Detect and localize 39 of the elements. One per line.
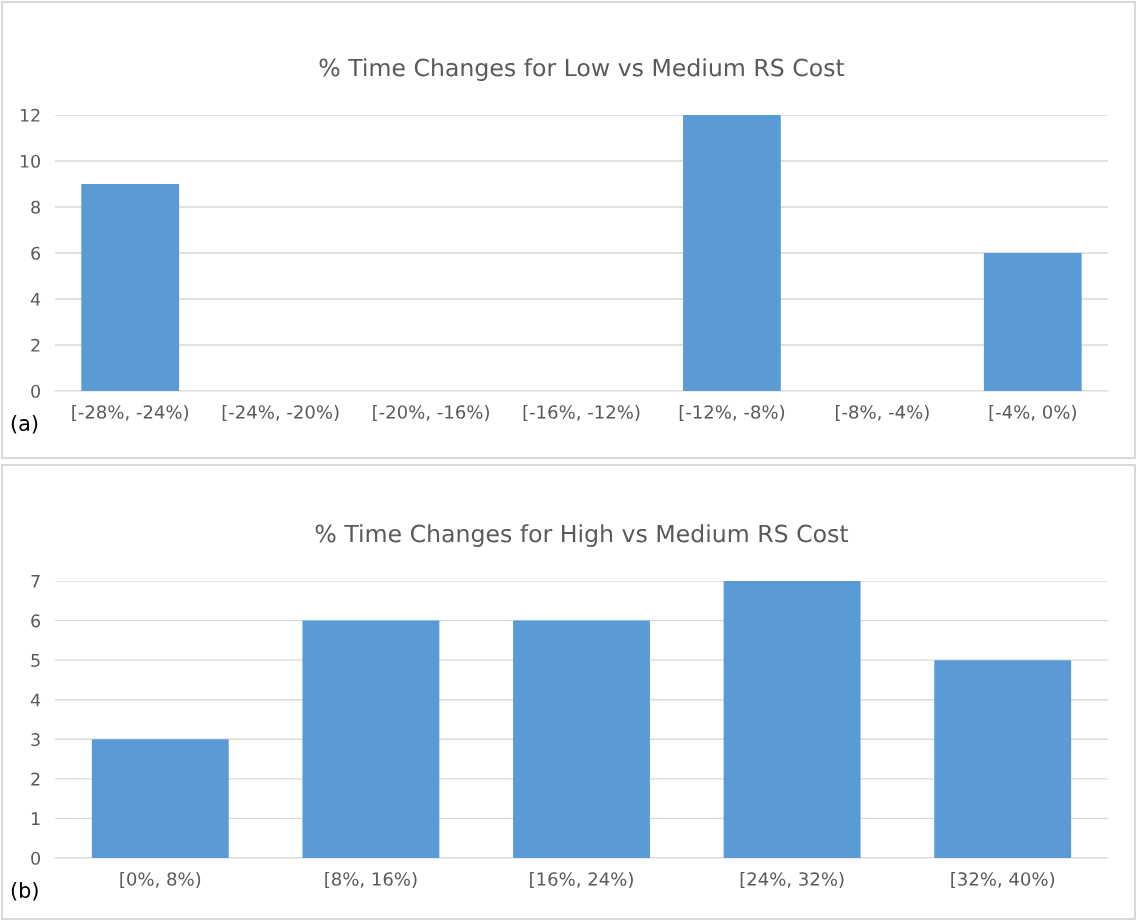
x-tick-label: [-28%, -24%) [72,404,189,421]
bar [983,253,1082,391]
y-tick-label: 7 [31,574,40,588]
y-tick-label: 12 [20,108,40,122]
y-tick-label: 0 [31,384,40,398]
x-tick-label: [0%, 8%) [120,871,201,888]
bar [513,620,650,858]
bar [934,660,1072,858]
x-tick-label: [-8%, -4%) [835,404,929,421]
y-tick-label: 2 [31,772,40,786]
y-tick-label: 6 [31,614,41,628]
y-tick-label: 8 [31,200,40,214]
x-tick-label: [-20%, -16%) [373,404,489,421]
y-tick-label: 6 [31,246,41,260]
y-tick-label: 4 [30,693,41,707]
bar [302,620,440,858]
y-tick-label: 10 [20,154,40,168]
x-tick-label: [-24%, -20%) [222,404,339,421]
text: (a) [11,414,38,434]
chart-title: % Time Changes for High vs Medium RS Cost [315,524,849,548]
y-tick-label: 0 [31,851,40,865]
x-tick-label: [-12%, -8%) [679,404,785,421]
chart-title: % Time Changes for Low vs Medium RS Cost [319,58,845,82]
x-tick-label: [24%, 32%) [740,871,844,888]
y-tick-label: 5 [31,654,40,667]
bar [81,184,180,391]
x-tick-label: [8%, 16%) [325,871,417,888]
y-tick-label: 4 [30,292,41,306]
y-tick-label: 3 [31,733,40,747]
x-tick-label: [32%, 40%) [951,871,1055,888]
bar [683,115,781,391]
x-tick-label: [-16%, -12%) [523,404,640,421]
y-tick-label: 2 [31,338,40,352]
bar [91,739,229,858]
x-tick-label: [-4%, 0%) [989,404,1076,421]
x-tick-label: [16%, 24%) [530,871,633,888]
y-tick-label: 1 [31,812,40,826]
text: (b) [11,881,38,901]
bar [723,581,861,858]
